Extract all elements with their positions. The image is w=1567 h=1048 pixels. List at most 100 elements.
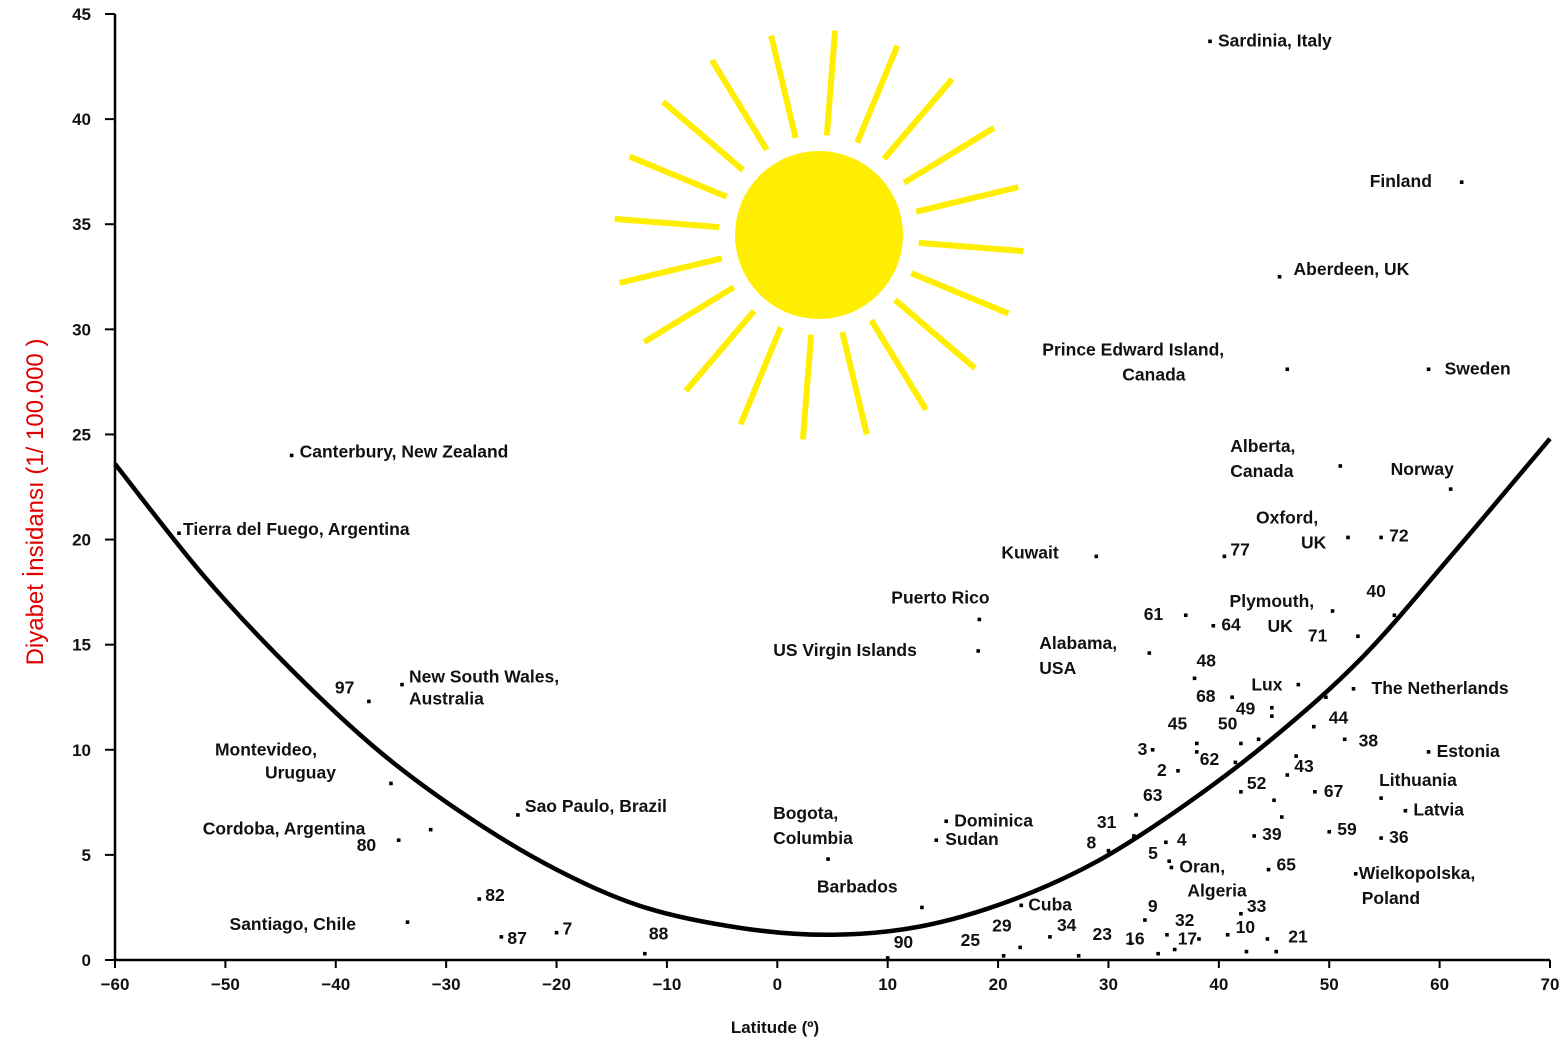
- point-label: Canterbury, New Zealand: [300, 441, 509, 461]
- point-label: Sweden: [1445, 358, 1511, 378]
- data-point: [1128, 941, 1133, 945]
- point-label: Santiago, Chile: [230, 914, 357, 934]
- data-point: [1147, 651, 1152, 655]
- sun-ray: [915, 184, 1020, 215]
- data-point: [1270, 714, 1274, 718]
- data-point: [1277, 274, 1282, 279]
- point-label: 29: [992, 915, 1012, 935]
- point-label: 5: [1148, 843, 1158, 863]
- data-point: [1379, 535, 1383, 540]
- y-tick-label: 20: [72, 531, 91, 550]
- y-tick-label: 10: [72, 741, 91, 760]
- y-tick-label: 0: [82, 951, 91, 970]
- point-label: 17: [1178, 928, 1197, 948]
- x-tick-label: 60: [1430, 975, 1449, 994]
- data-point: [1252, 834, 1256, 838]
- data-point: [1351, 687, 1356, 691]
- data-point: [477, 897, 482, 901]
- x-tick-label: −40: [321, 975, 350, 994]
- point-label: 8: [1086, 833, 1096, 853]
- point-label: Finland: [1370, 171, 1432, 191]
- y-tick-label: 35: [72, 215, 91, 234]
- data-point: [885, 956, 890, 960]
- data-point: [1150, 747, 1155, 752]
- data-point: [499, 935, 504, 939]
- point-label: 49: [1236, 699, 1256, 719]
- point-label: Kuwait: [1001, 542, 1059, 562]
- trend-curve: [113, 437, 1552, 938]
- point-label: Norway: [1391, 459, 1454, 479]
- point-label: 61: [1144, 604, 1164, 624]
- data-point: [1266, 867, 1271, 872]
- data-point: [516, 813, 520, 817]
- data-point: [1279, 815, 1284, 819]
- point-label: 68: [1196, 686, 1216, 706]
- data-point: [389, 781, 393, 786]
- sun-ray: [768, 34, 799, 139]
- data-point: [1327, 829, 1332, 834]
- data-point: [1018, 945, 1022, 950]
- data-point: [1183, 613, 1188, 618]
- data-point: [1272, 798, 1276, 803]
- data-point: [1172, 947, 1177, 952]
- point-label: 64: [1221, 615, 1241, 635]
- data-point: [1143, 918, 1147, 922]
- data-point: [1197, 937, 1201, 941]
- data-point: [1346, 535, 1350, 540]
- data-point: [289, 453, 294, 458]
- data-point: [826, 857, 830, 861]
- data-point: [1270, 705, 1274, 710]
- point-label: 90: [894, 932, 914, 952]
- point-label: 50: [1218, 713, 1238, 733]
- data-point: [1167, 859, 1171, 863]
- point-label: Plymouth, UK: [1230, 591, 1315, 636]
- point-label: 88: [649, 924, 669, 944]
- y-tick-label: 15: [72, 636, 91, 655]
- point-label: 10: [1236, 917, 1256, 937]
- x-tick-label: 40: [1209, 975, 1228, 994]
- data-point: [1239, 741, 1243, 746]
- sun-ray: [902, 125, 996, 186]
- y-tick-label: 5: [82, 846, 91, 865]
- sun-ray: [642, 284, 736, 345]
- x-tick-label: −10: [653, 975, 682, 994]
- data-point: [977, 617, 982, 622]
- sun-ray: [854, 44, 901, 144]
- data-points: Sardinia, Italy Finland Aberdeen, UK Prince…: [177, 30, 1511, 960]
- data-point: [1222, 554, 1227, 559]
- sun-ray: [614, 215, 720, 231]
- point-label: 40: [1366, 581, 1386, 601]
- data-point: [976, 649, 981, 653]
- sun-ray: [709, 58, 770, 152]
- point-label: 80: [357, 835, 377, 855]
- y-tick-label: 40: [72, 110, 91, 129]
- point-label: Estonia: [1437, 741, 1500, 761]
- data-point: [1379, 796, 1383, 800]
- data-point: [177, 531, 181, 536]
- x-tick-label: 10: [878, 975, 897, 994]
- x-axis-title: Latitude (º): [731, 1018, 819, 1037]
- data-point: [1169, 865, 1174, 870]
- point-label: Aberdeen, UK: [1294, 259, 1410, 279]
- data-point: [400, 682, 404, 687]
- data-point: [1294, 754, 1298, 758]
- point-label: 44: [1329, 708, 1349, 728]
- data-point: [1244, 949, 1249, 954]
- data-point: [1313, 790, 1317, 794]
- data-point: [1001, 953, 1006, 958]
- point-label: Sudan: [945, 829, 998, 849]
- sun-ray: [893, 297, 977, 371]
- x-tick-label: −30: [432, 975, 461, 994]
- x-tick-label: 0: [773, 975, 782, 994]
- point-label: Alberta, Canada: [1230, 436, 1295, 481]
- point-label: 7: [563, 919, 573, 939]
- point-label: The Netherlands: [1372, 678, 1509, 698]
- data-point: [1134, 813, 1138, 817]
- point-label: 4: [1177, 829, 1187, 849]
- data-point: [1285, 773, 1290, 777]
- sun-disk: [735, 151, 903, 319]
- sun-ray: [918, 239, 1024, 255]
- point-label: 23: [1093, 924, 1113, 944]
- point-label: 43: [1294, 756, 1314, 776]
